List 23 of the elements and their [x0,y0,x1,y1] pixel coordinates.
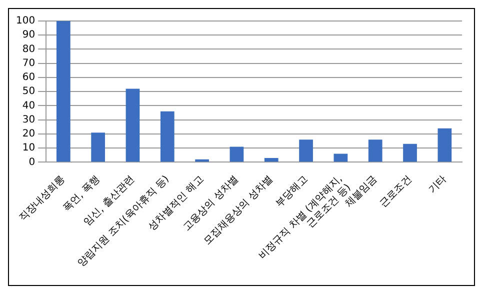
y-tick-label: 10 [22,142,36,154]
y-tick-label: 0 [28,156,36,168]
bar [126,88,140,162]
bar [403,144,417,162]
bar [264,158,278,162]
bar [91,132,106,162]
bar [160,111,174,162]
y-tick-label: 30 [22,114,36,126]
bar [438,128,452,162]
y-tick-label: 80 [22,44,36,55]
bar [368,140,382,162]
bar [230,146,244,162]
bar [299,140,313,162]
y-tick-label: 60 [22,72,36,84]
y-tick-label: 100 [16,16,36,27]
x-tick-label: 기타 [426,174,449,196]
bar [56,21,70,162]
y-tick-label: 70 [22,58,36,69]
y-tick-label: 20 [22,128,36,140]
y-tick-label: 50 [22,86,36,98]
y-tick-label: 40 [22,100,36,112]
y-tick-label: 90 [22,30,36,41]
bar [334,154,348,162]
